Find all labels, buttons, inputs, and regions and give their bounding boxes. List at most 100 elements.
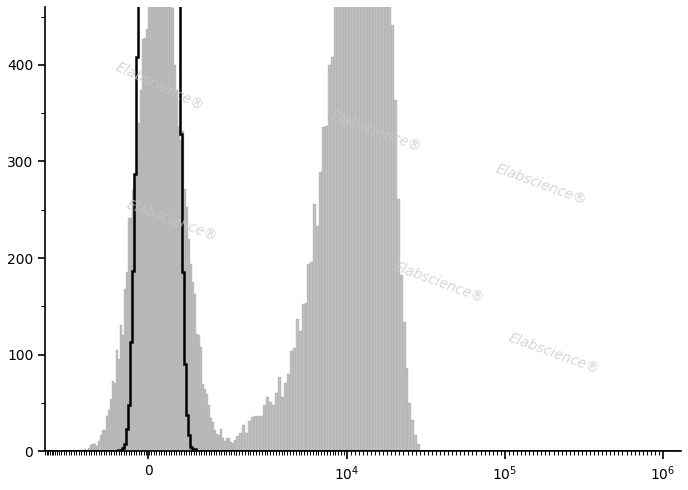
Bar <box>396 199 400 451</box>
Bar <box>405 368 409 451</box>
Text: Elabscience®: Elabscience® <box>328 108 423 154</box>
Bar <box>109 410 110 451</box>
Bar <box>337 0 340 451</box>
Bar <box>192 282 194 451</box>
Bar <box>130 219 132 451</box>
Bar <box>349 0 352 451</box>
Bar <box>248 421 251 451</box>
Bar <box>382 0 385 451</box>
Bar <box>283 383 287 451</box>
Bar <box>172 8 174 451</box>
Bar <box>94 443 96 451</box>
Bar <box>411 420 414 451</box>
Bar <box>191 264 192 451</box>
Bar <box>180 140 182 451</box>
Bar <box>164 0 166 451</box>
Bar <box>376 0 379 451</box>
Bar <box>319 172 323 451</box>
Bar <box>152 0 154 451</box>
Bar <box>409 403 411 451</box>
Bar <box>420 450 423 451</box>
Bar <box>251 417 254 451</box>
Bar <box>331 57 334 451</box>
Bar <box>323 127 325 451</box>
Bar <box>129 219 130 451</box>
Bar <box>171 0 172 451</box>
Text: Elabscience®: Elabscience® <box>125 197 219 243</box>
Bar <box>178 127 180 451</box>
Bar <box>158 0 160 451</box>
Bar <box>198 335 200 451</box>
Bar <box>208 405 211 451</box>
Text: Elabscience®: Elabscience® <box>392 259 487 305</box>
Bar <box>134 182 136 451</box>
Bar <box>174 65 176 451</box>
Bar <box>176 90 178 451</box>
Bar <box>228 438 230 451</box>
Bar <box>260 416 263 451</box>
Bar <box>211 418 212 451</box>
Bar <box>385 0 388 451</box>
Bar <box>367 0 370 451</box>
Bar <box>110 399 112 451</box>
Bar <box>402 322 405 451</box>
Bar <box>162 0 164 451</box>
Bar <box>388 0 391 451</box>
Bar <box>226 438 228 451</box>
Bar <box>314 204 316 451</box>
Bar <box>305 302 308 451</box>
Bar <box>150 0 152 451</box>
Bar <box>118 359 120 451</box>
Bar <box>140 90 142 451</box>
Bar <box>242 425 245 451</box>
Bar <box>132 191 134 451</box>
Bar <box>186 207 189 451</box>
Bar <box>116 350 118 451</box>
Bar <box>239 433 242 451</box>
Bar <box>281 397 283 451</box>
Bar <box>147 29 149 451</box>
Bar <box>373 0 376 451</box>
Bar <box>263 405 266 451</box>
Text: Elabscience®: Elabscience® <box>506 331 601 376</box>
Bar <box>346 0 349 451</box>
Bar <box>138 123 140 451</box>
Bar <box>394 99 396 451</box>
Bar <box>257 416 260 451</box>
Bar <box>98 441 100 451</box>
Bar <box>328 65 331 451</box>
Bar <box>189 239 191 451</box>
Bar <box>254 416 257 451</box>
Bar <box>206 394 208 451</box>
Bar <box>200 347 202 451</box>
Bar <box>218 435 220 451</box>
Bar <box>414 435 418 451</box>
Bar <box>96 446 98 451</box>
Bar <box>89 448 90 451</box>
Bar <box>105 430 107 451</box>
Bar <box>182 130 184 451</box>
Bar <box>301 304 305 451</box>
Text: Elabscience®: Elabscience® <box>494 162 589 208</box>
Bar <box>220 429 222 451</box>
Bar <box>78 450 80 451</box>
Bar <box>166 0 169 451</box>
Bar <box>355 0 358 451</box>
Bar <box>114 383 116 451</box>
Bar <box>358 0 361 451</box>
Bar <box>149 1 150 451</box>
Bar <box>310 262 314 451</box>
Bar <box>391 25 394 451</box>
Bar <box>334 6 337 451</box>
Bar <box>74 450 76 451</box>
Text: Elabscience®: Elabscience® <box>114 60 206 114</box>
Bar <box>232 442 234 451</box>
Bar <box>144 38 147 451</box>
Bar <box>92 444 94 451</box>
Bar <box>202 384 204 451</box>
Bar <box>216 434 218 451</box>
Bar <box>299 332 301 451</box>
Bar <box>272 405 275 451</box>
Bar <box>245 433 248 451</box>
Bar <box>308 264 310 451</box>
